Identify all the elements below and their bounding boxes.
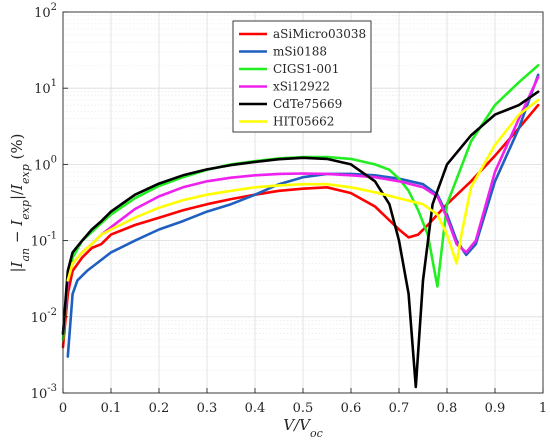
series-line-aSiMicro03038	[61, 103, 540, 349]
x-tick-label: 0.4	[245, 401, 266, 416]
y-axis-title: |Ian − Iexp|/Iexp (%)	[8, 133, 32, 272]
y-tick-label: 100	[34, 154, 57, 173]
y-tick-label: 10-2	[31, 307, 57, 326]
x-axis-title: V/Voc	[283, 416, 323, 440]
x-tick-label: 1	[539, 401, 547, 416]
x-tick-label: 0.6	[341, 401, 362, 416]
x-tick-label: 0.2	[149, 401, 170, 416]
y-axis: 10-3 10-2 10-1 100 101 102	[31, 2, 68, 402]
legend-label: aSiMicro03038	[273, 27, 366, 41]
legend-label: HIT05662	[273, 115, 334, 129]
y-tick-label: 101	[34, 78, 57, 97]
legend-label: CdTe75669	[273, 97, 342, 111]
y-tick-label: 102	[34, 2, 57, 21]
legend-box	[232, 20, 372, 133]
y-tick-label: 10-1	[31, 231, 57, 250]
legend-label: mSi0188	[273, 45, 327, 59]
x-tick-label: 0.7	[389, 401, 410, 416]
x-tick-label: 0.5	[293, 401, 314, 416]
series-line-CdTe75669	[61, 90, 540, 389]
x-tick-label: 0.8	[437, 401, 458, 416]
plot-lines	[61, 64, 540, 389]
y-tick-label: 10-3	[31, 383, 57, 402]
legend-label: xSi12922	[273, 80, 330, 94]
x-tick-label: 0	[59, 401, 67, 416]
legend: aSiMicro03038 mSi0188 CIGS1-001 xSi12922 CdT…	[232, 20, 372, 133]
svg-text:|Ian − Iexp|/Iexp (%): |Ian − Iexp|/Iexp (%)	[8, 133, 32, 272]
x-axis: 0 0.1 0.2 0.3 0.4 0.5 0.6 0.7 0.8 0.9 1	[59, 388, 547, 416]
x-tick-label: 0.1	[101, 401, 122, 416]
x-tick-label: 0.3	[197, 401, 218, 416]
legend-label: CIGS1-001	[273, 62, 339, 76]
series-line-HIT05662	[66, 98, 540, 282]
x-tick-label: 0.9	[485, 401, 506, 416]
